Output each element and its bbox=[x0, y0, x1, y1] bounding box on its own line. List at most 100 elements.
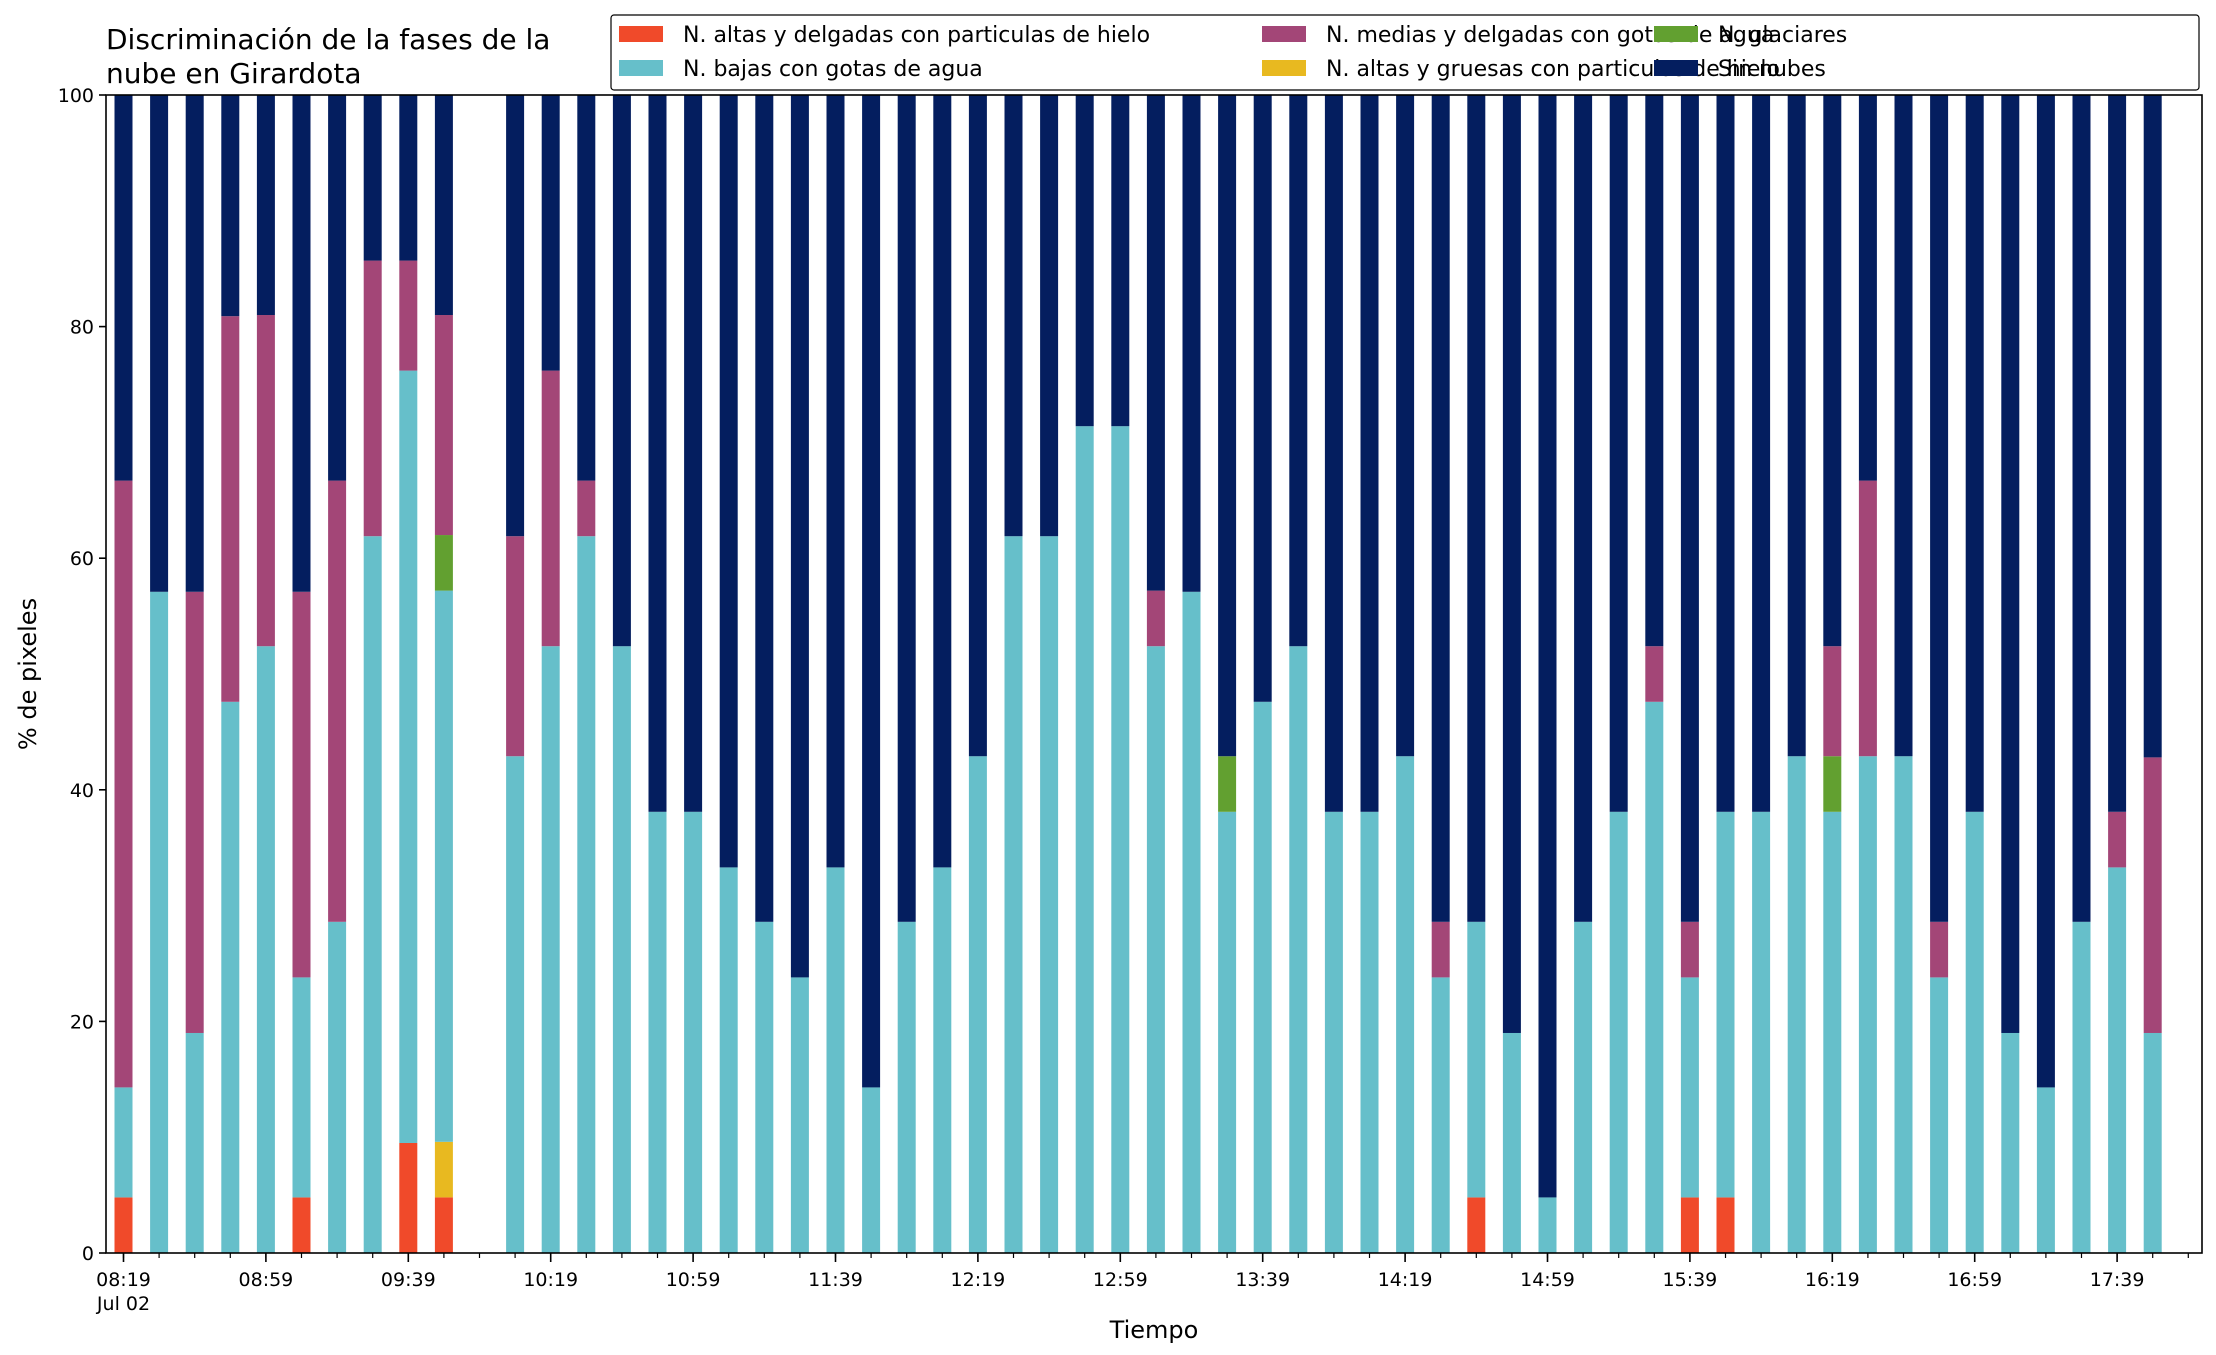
bar-segment-sin-nubes-36 bbox=[1431, 95, 1450, 922]
bar-segment-n-bajas-con-gotas-de-agua-14 bbox=[648, 811, 667, 1253]
bar-segment-sin-nubes-5 bbox=[292, 95, 311, 592]
bar-segment-sin-nubes-3 bbox=[221, 95, 240, 317]
legend-swatch-n-bajas-con-gotas-de-agua bbox=[619, 60, 663, 76]
bar-segment-sin-nubes-17 bbox=[755, 95, 774, 922]
bar-segment-n-bajas-con-gotas-de-agua-39 bbox=[1538, 1197, 1557, 1253]
bar-segment-n-altas-y-delgadas-con-particulas-de-hielo-5 bbox=[292, 1197, 311, 1253]
bar-segment-sin-nubes-37 bbox=[1467, 95, 1486, 922]
bar-segment-n-bajas-con-gotas-de-agua-35 bbox=[1396, 756, 1415, 1253]
bar-segment-n-bajas-con-gotas-de-agua-8 bbox=[399, 370, 418, 1143]
bar-segment-sin-nubes-7 bbox=[363, 95, 382, 261]
chart-title-line-1: Discriminación de la fases de la bbox=[106, 23, 550, 56]
bar-segment-sin-nubes-55 bbox=[2108, 95, 2127, 812]
bar-segment-sin-nubes-54 bbox=[2072, 95, 2091, 922]
bars-layer bbox=[114, 95, 2162, 1253]
bar-segment-sin-nubes-50 bbox=[1930, 95, 1949, 922]
legend-swatch-n-medias-y-delgadas-con-gotas-de-agua bbox=[1262, 26, 1306, 42]
bar-segment-sin-nubes-38 bbox=[1502, 95, 1521, 1033]
bar-segment-sin-nubes-43 bbox=[1680, 95, 1699, 922]
bar-segment-n-bajas-con-gotas-de-agua-25 bbox=[1040, 536, 1059, 1253]
bar-segment-n-bajas-con-gotas-de-agua-50 bbox=[1930, 977, 1949, 1253]
x-tick-label: 09:39 bbox=[381, 1269, 436, 1291]
x-tick-label: 16:59 bbox=[1947, 1269, 2002, 1291]
bar-segment-sin-nubes-20 bbox=[862, 95, 881, 1088]
bar-segment-n-bajas-con-gotas-de-agua-18 bbox=[790, 977, 809, 1253]
bar-segment-n-medias-y-delgadas-con-gotas-de-agua-42 bbox=[1645, 646, 1664, 702]
bar-segment-sin-nubes-11 bbox=[541, 95, 560, 371]
bar-segment-sin-nubes-10 bbox=[506, 95, 525, 537]
bar-segment-n-medias-y-delgadas-con-gotas-de-agua-9 bbox=[434, 315, 453, 536]
bar-segment-sin-nubes-21 bbox=[897, 95, 916, 922]
bar-segment-n-altas-y-delgadas-con-particulas-de-hielo-8 bbox=[399, 1142, 418, 1253]
bar-segment-n-bajas-con-gotas-de-agua-24 bbox=[1004, 536, 1023, 1253]
x-tick-label: 08:59 bbox=[239, 1269, 294, 1291]
bar-segment-sin-nubes-22 bbox=[933, 95, 952, 868]
bar-segment-sin-nubes-27 bbox=[1111, 95, 1130, 427]
bar-segment-n-medias-y-delgadas-con-gotas-de-agua-50 bbox=[1930, 921, 1949, 978]
bar-segment-sin-nubes-47 bbox=[1823, 95, 1842, 647]
bar-segment-sin-nubes-26 bbox=[1075, 95, 1094, 427]
bar-segment-n-bajas-con-gotas-de-agua-54 bbox=[2072, 921, 2091, 1253]
legend-label-n-bajas-con-gotas-de-agua: N. bajas con gotas de agua bbox=[683, 57, 983, 82]
bar-segment-sin-nubes-24 bbox=[1004, 95, 1023, 537]
bar-segment-n-bajas-con-gotas-de-agua-17 bbox=[755, 921, 774, 1253]
bar-segment-sin-nubes-2 bbox=[185, 95, 204, 592]
bar-segment-sin-nubes-29 bbox=[1182, 95, 1201, 592]
x-axis-label: Tiempo bbox=[1109, 1316, 1199, 1344]
x-date-label: Jul 02 bbox=[96, 1293, 150, 1315]
bar-segment-n-glaciares-9 bbox=[434, 535, 453, 591]
bar-segment-n-bajas-con-gotas-de-agua-36 bbox=[1431, 977, 1450, 1253]
x-tick-label: 17:39 bbox=[2090, 1269, 2145, 1291]
bar-segment-n-medias-y-delgadas-con-gotas-de-agua-47 bbox=[1823, 646, 1842, 757]
bar-segment-sin-nubes-25 bbox=[1040, 95, 1059, 537]
bar-segment-n-medias-y-delgadas-con-gotas-de-agua-2 bbox=[185, 591, 204, 1033]
bar-segment-sin-nubes-42 bbox=[1645, 95, 1664, 647]
bar-segment-n-bajas-con-gotas-de-agua-38 bbox=[1502, 1032, 1521, 1253]
bar-segment-sin-nubes-53 bbox=[2036, 95, 2055, 1088]
bar-segment-sin-nubes-6 bbox=[328, 95, 347, 481]
bar-segment-sin-nubes-12 bbox=[577, 95, 596, 481]
bar-segment-n-altas-y-gruesas-con-particulas-de-hielo-9 bbox=[434, 1141, 453, 1198]
bar-segment-n-bajas-con-gotas-de-agua-19 bbox=[826, 867, 845, 1253]
legend: N. altas y delgadas con particulas de hi… bbox=[610, 14, 2200, 91]
y-tick-label: 20 bbox=[70, 1011, 94, 1033]
x-tick-label: 08:19 bbox=[96, 1269, 151, 1291]
bar-segment-sin-nubes-33 bbox=[1324, 95, 1343, 812]
bar-segment-sin-nubes-45 bbox=[1752, 95, 1771, 812]
bar-segment-sin-nubes-23 bbox=[968, 95, 987, 757]
bar-segment-n-medias-y-delgadas-con-gotas-de-agua-8 bbox=[399, 260, 418, 371]
bar-segment-n-bajas-con-gotas-de-agua-21 bbox=[897, 921, 916, 1253]
bar-segment-sin-nubes-34 bbox=[1360, 95, 1379, 812]
legend-swatch-n-altas-y-delgadas-con-particulas-de-hielo bbox=[619, 26, 663, 42]
y-tick-label: 0 bbox=[82, 1243, 94, 1265]
bar-segment-sin-nubes-56 bbox=[2143, 95, 2162, 758]
legend-box bbox=[610, 14, 2200, 91]
bar-segment-n-bajas-con-gotas-de-agua-10 bbox=[506, 756, 525, 1253]
bar-segment-n-bajas-con-gotas-de-agua-22 bbox=[933, 867, 952, 1253]
x-tick-label: 13:39 bbox=[1235, 1269, 1290, 1291]
bar-segment-sin-nubes-48 bbox=[1858, 95, 1877, 481]
y-tick-label: 100 bbox=[58, 85, 94, 107]
bar-segment-n-bajas-con-gotas-de-agua-12 bbox=[577, 536, 596, 1253]
bar-segment-n-bajas-con-gotas-de-agua-42 bbox=[1645, 701, 1664, 1253]
bar-segment-n-bajas-con-gotas-de-agua-56 bbox=[2143, 1032, 2162, 1253]
bar-segment-n-bajas-con-gotas-de-agua-2 bbox=[185, 1032, 204, 1253]
y-tick-label: 80 bbox=[70, 317, 94, 339]
bar-segment-n-medias-y-delgadas-con-gotas-de-agua-36 bbox=[1431, 921, 1450, 978]
bar-segment-n-bajas-con-gotas-de-agua-51 bbox=[1965, 811, 1984, 1253]
bar-segment-n-bajas-con-gotas-de-agua-23 bbox=[968, 756, 987, 1253]
bar-segment-n-bajas-con-gotas-de-agua-32 bbox=[1289, 646, 1308, 1253]
bar-segment-n-bajas-con-gotas-de-agua-27 bbox=[1111, 426, 1130, 1253]
bar-segment-n-bajas-con-gotas-de-agua-3 bbox=[221, 701, 240, 1253]
x-tick-label: 15:39 bbox=[1663, 1269, 1718, 1291]
chart-title: Discriminación de la fases de la nube en… bbox=[106, 23, 550, 90]
bar-segment-n-bajas-con-gotas-de-agua-6 bbox=[328, 921, 347, 1253]
x-tick-label: 14:59 bbox=[1520, 1269, 1575, 1291]
bar-segment-n-medias-y-delgadas-con-gotas-de-agua-6 bbox=[328, 480, 347, 922]
bar-segment-n-bajas-con-gotas-de-agua-55 bbox=[2108, 867, 2127, 1253]
bar-segment-n-bajas-con-gotas-de-agua-9 bbox=[434, 590, 453, 1142]
bar-segment-n-bajas-con-gotas-de-agua-30 bbox=[1218, 811, 1237, 1253]
bar-segment-n-medias-y-delgadas-con-gotas-de-agua-55 bbox=[2108, 811, 2127, 868]
bar-segment-n-bajas-con-gotas-de-agua-26 bbox=[1075, 426, 1094, 1253]
bar-segment-n-bajas-con-gotas-de-agua-52 bbox=[2001, 1032, 2020, 1253]
